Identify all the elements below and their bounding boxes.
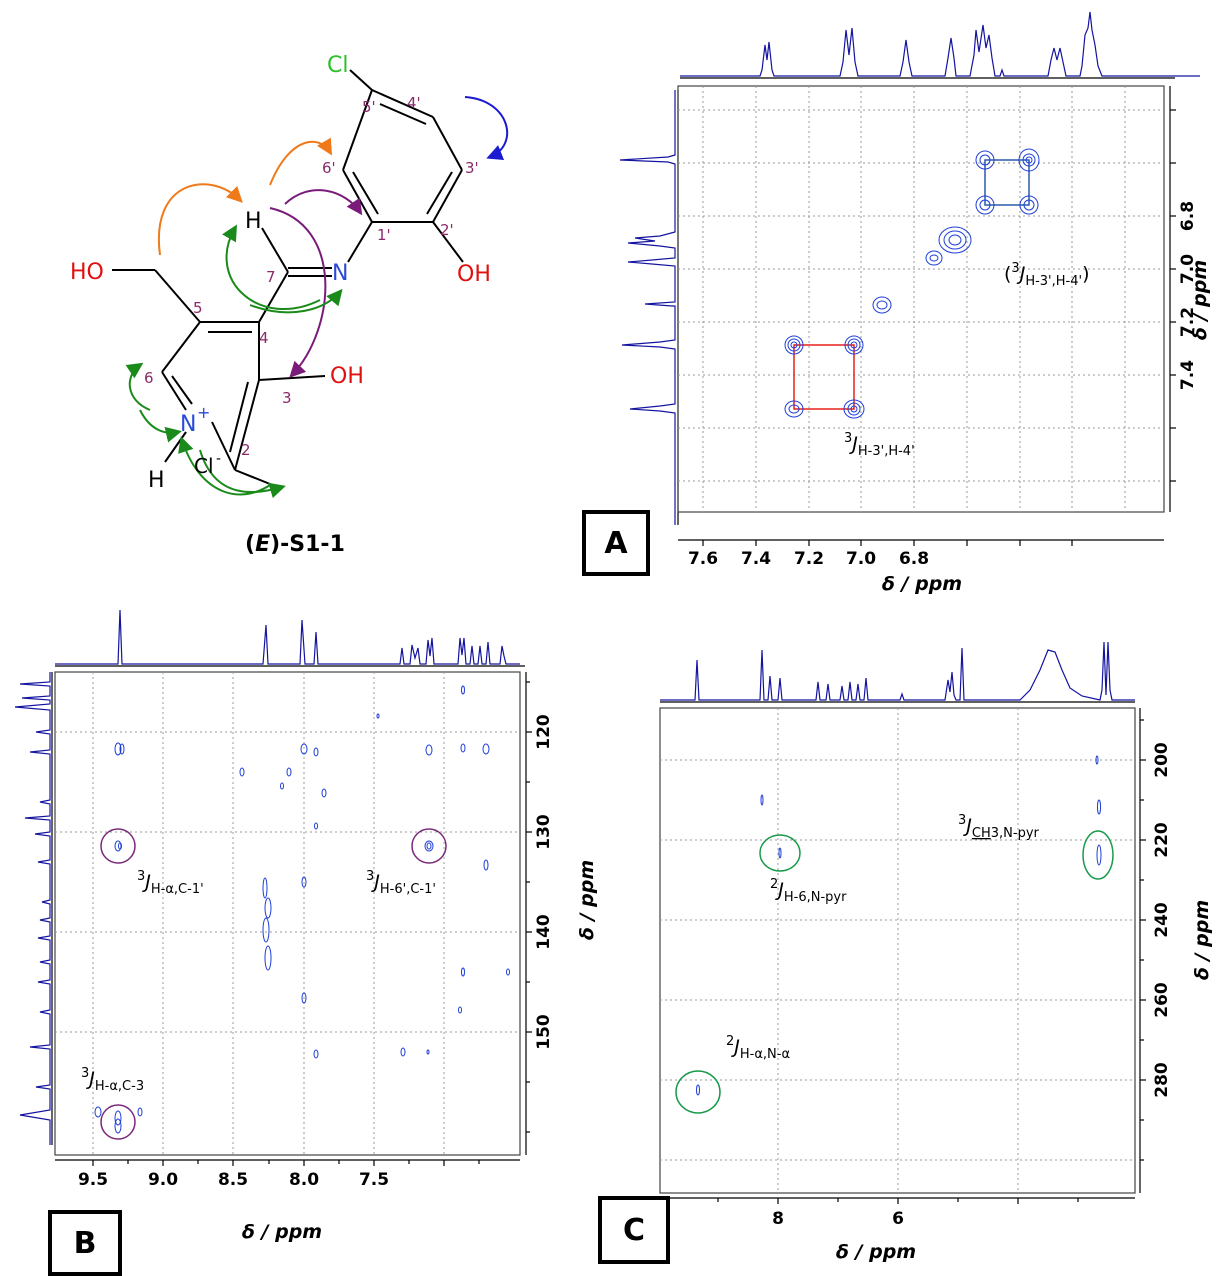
num-7: 7 [266, 268, 276, 286]
panel-a-contours [784, 148, 1040, 419]
panel-a-xtick: 7.4 [741, 549, 771, 569]
panel-a-red-box [793, 344, 855, 410]
num-6p: 6' [322, 159, 336, 177]
ho-left-label: HO [70, 260, 104, 285]
compound-name-prefix: ( [245, 532, 256, 557]
panel-c-circle-ch3-npyr [1082, 830, 1114, 880]
num-6: 6 [144, 369, 154, 387]
oh-right-label: OH [457, 262, 491, 287]
panel-c-y-ticks: 200 220 240 260 280 [1152, 742, 1172, 1098]
panel-b-y-title: δ / ppm [576, 860, 598, 940]
bond-lines [112, 69, 464, 485]
panel-c-x-ticks: 8 6 [772, 1209, 904, 1229]
panel-a-top-spectrum [680, 11, 1200, 77]
panel-a-left-spectrum [619, 90, 676, 525]
panel-b-annotation-h6-c1: 3JH-6',C-1' [366, 869, 436, 897]
panel-b-xtick: 8.5 [218, 1170, 248, 1190]
panel-a-y-ticks: 6.8 7.0 7.2 7.4 [1178, 201, 1198, 390]
panel-b-ytick: 130 [534, 814, 554, 850]
num-5p: 5' [362, 98, 376, 116]
panel-a-cosy-spectrum: 3JH-3',H-4' (3JH-3',H-4') 7.6 7.4 7.2 7.… [619, 11, 1211, 595]
panel-a-ytick: 7.4 [1178, 360, 1198, 390]
panel-b-hmbc-spectrum: 3JH-α,C-1' 3JH-6',C-1' 3JH-α,C-3 9.5 9.0… [14, 609, 598, 1243]
num-3: 3 [282, 389, 292, 407]
panel-c-x-title: δ / ppm [836, 1241, 916, 1263]
panel-a-label: A [582, 510, 650, 576]
num-4: 4 [259, 329, 269, 347]
panel-b-circle-h-a-c3 [100, 1104, 136, 1140]
panel-a-x-ticks: 7.6 7.4 7.2 7.0 6.8 [688, 549, 929, 569]
panel-b-x-title: δ / ppm [242, 1221, 322, 1243]
panel-c-annotation-h6-npyr: 2JH-6,N-pyr [770, 877, 847, 905]
num-3p: 3' [465, 159, 479, 177]
panel-b-annotation-h-a-c3: 3JH-α,C-3 [81, 1066, 144, 1094]
panel-a-xtick: 7.6 [688, 549, 718, 569]
panel-b-top-spectrum [55, 609, 520, 665]
panel-c-ytick: 220 [1152, 822, 1172, 858]
panel-c-hmbc-n-spectrum: 3JCH3,N-pyr 2JH-6,N-pyr 2JH-α,N-α 8 6 20… [659, 641, 1213, 1263]
panel-b-xtick: 9.0 [148, 1170, 178, 1190]
panel-a-ytick: 7.0 [1178, 254, 1198, 284]
panel-a-xtick: 7.0 [846, 549, 876, 569]
panel-a-xtick: 6.8 [899, 549, 929, 569]
panel-b-circle-h-a-c1 [100, 828, 136, 864]
panel-c-circle-h6-npyr [759, 834, 801, 872]
panel-b-ytick: 140 [534, 914, 554, 950]
h-imine-label: H [245, 209, 262, 234]
panel-b-circle-h6-c1 [411, 828, 447, 864]
panel-a-grid [678, 86, 1164, 512]
panel-c-ytick: 280 [1152, 1062, 1172, 1098]
panel-c-xtick: 6 [892, 1209, 904, 1229]
h-nh-label: H [148, 468, 165, 493]
panel-c-annotation-ch3-npyr: 3JCH3,N-pyr [958, 813, 1040, 841]
panel-c-top-spectrum [660, 641, 1135, 701]
n-imine-label: N [332, 261, 348, 286]
panel-b-xtick: 9.5 [78, 1170, 108, 1190]
panel-c-ytick: 240 [1152, 902, 1172, 938]
panel-a-y-title: δ / ppm [1189, 260, 1211, 340]
panel-b-ytick: 120 [534, 714, 554, 750]
num-2: 2 [241, 441, 251, 459]
num-4p: 4' [407, 94, 421, 112]
panel-a-xtick: 7.2 [794, 549, 824, 569]
n-pyr-label: N [180, 412, 196, 437]
panel-a-annotation-upper: (3JH-3',H-4') [1004, 261, 1090, 289]
panel-c-annotation-h-a-n-a: 2JH-α,N-α [726, 1034, 790, 1062]
n-charge-label: + [197, 403, 210, 422]
panel-b-annotation-h-a-c1: 3JH-α,C-1' [137, 869, 204, 897]
nmr-correlation-arrows [125, 96, 509, 499]
panel-a-ytick: 7.2 [1178, 307, 1198, 337]
panel-c-ytick: 260 [1152, 982, 1172, 1018]
panel-a-annotation-lower: 3JH-3',H-4' [844, 431, 915, 459]
panel-b-xtick: 8.0 [289, 1170, 319, 1190]
panel-b-left-spectrum [14, 672, 51, 1145]
panel-b-x-ticks: 9.5 9.0 8.5 8.0 7.5 [78, 1170, 389, 1190]
oh-ring-label: OH [330, 364, 364, 389]
panel-c-label: C [598, 1196, 670, 1264]
compound-name: (E)-S1-1 [245, 532, 345, 557]
panel-c-circle-h-a-n-a [675, 1070, 721, 1114]
panel-c-ytick: 200 [1152, 742, 1172, 778]
panel-b-xtick: 7.5 [359, 1170, 389, 1190]
num-2p: 2' [440, 221, 454, 239]
panel-c-xtick: 8 [772, 1209, 784, 1229]
panel-b-label: B [48, 1210, 122, 1276]
num-1p: 1' [377, 226, 391, 244]
panel-b-ytick: 150 [534, 1014, 554, 1050]
panel-c-y-title: δ / ppm [1191, 900, 1213, 980]
cl-counter-charge: - [216, 451, 221, 467]
molecule-structure: Cl HO OH OH N N + H H Cl - 5' 4' 3' 2' 1… [70, 53, 509, 499]
atom-numbering: 5' 4' 3' 2' 1' 6' 7 5 4 3 2 6 [144, 94, 479, 459]
cl-atom: Cl [327, 53, 348, 78]
panel-a-blue-box [984, 159, 1030, 206]
panel-b-y-ticks: 120 130 140 150 [534, 714, 554, 1050]
panel-a-x-title: δ / ppm [882, 573, 962, 595]
cl-counter-label: Cl [194, 454, 214, 478]
num-5: 5 [193, 299, 203, 317]
compound-name-suffix: )-S1-1 [270, 532, 345, 557]
panel-a-ytick: 6.8 [1178, 201, 1198, 231]
compound-name-italic: E [255, 532, 271, 557]
